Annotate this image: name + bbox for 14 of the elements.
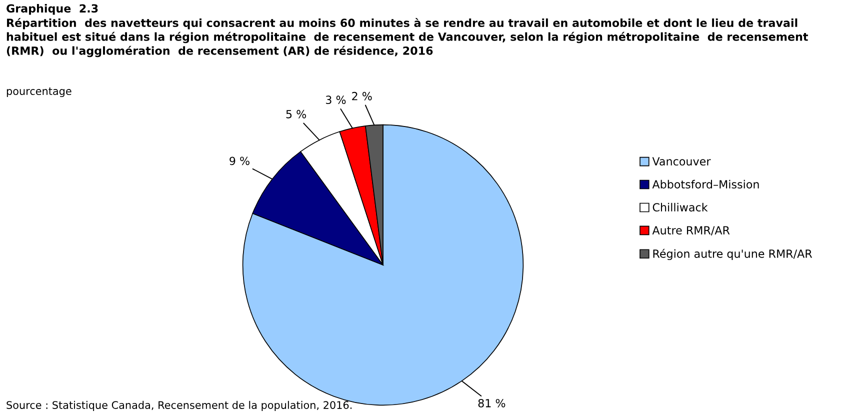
text: Graphique 2.3	[6, 4, 98, 15]
source-note: Source : Statistique Canada, Recensement de la population, 2016.	[6, 400, 352, 411]
legend-label: Autre RMR/AR	[652, 226, 730, 236]
text: pourcentage	[6, 88, 72, 98]
legend-label: Abbotsford–Mission	[652, 180, 759, 189]
legend-label: Région autre qu'une RMR/AR	[653, 248, 812, 260]
data-label: 5 %	[286, 110, 306, 118]
legend-label: Vancouver	[652, 157, 711, 166]
data-label: 3 %	[326, 96, 346, 104]
legend-label: Chilliwack	[652, 202, 708, 212]
chart-subtitle: Répartition des navetteurs qui consacrent au moins 60 minutes à se rendre au travail en automobile et dont le lieu de travail habituel est situé dans la région métropolitaine de recensement de Vancouver, selon la région métropolitaine de recensement (RMR) ou l'agglomération de recensement (AR) de résidence, 2016	[6, 18, 808, 58]
data-label: 81 %	[478, 398, 506, 408]
data-label: 9 %	[230, 156, 250, 166]
data-label: 2 %	[352, 92, 372, 100]
